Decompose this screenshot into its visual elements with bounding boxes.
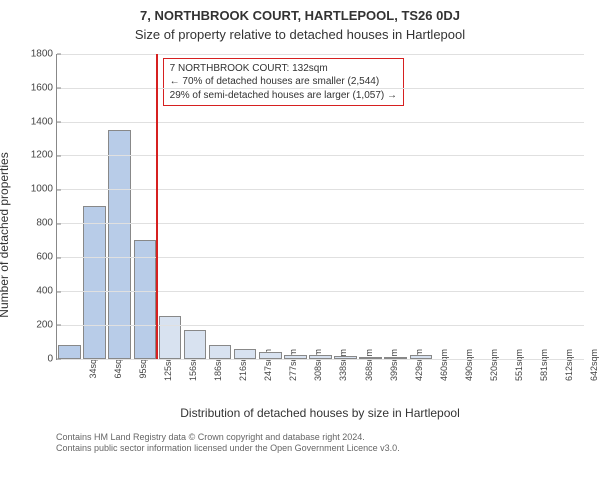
- annotation-box: 7 NORTHBROOK COURT: 132sqm ← 70% of deta…: [163, 58, 404, 107]
- credit-block: Contains HM Land Registry data © Crown c…: [10, 432, 590, 455]
- histogram-bar: [83, 206, 106, 359]
- grid-line: [57, 257, 584, 258]
- y-tick-label: 600: [36, 252, 57, 263]
- grid-line: [57, 155, 584, 156]
- y-tick-label: 1600: [31, 82, 57, 93]
- chart-area: Number of detached properties 34sqm64sqm…: [10, 50, 590, 420]
- bar-slot: 612sqm: [534, 54, 559, 359]
- bar-slot: 95sqm: [107, 54, 132, 359]
- y-tick-label: 0: [47, 353, 57, 364]
- y-tick-label: 1000: [31, 184, 57, 195]
- grid-line: [57, 291, 584, 292]
- credit-line1: Contains HM Land Registry data © Crown c…: [56, 432, 590, 444]
- page-title: 7, NORTHBROOK COURT, HARTLEPOOL, TS26 0D…: [10, 8, 590, 25]
- plot-region: 34sqm64sqm95sqm125sqm156sqm186sqm216sqm2…: [56, 54, 584, 360]
- bar-slot: 551sqm: [484, 54, 509, 359]
- credit-line2: Contains public sector information licen…: [56, 443, 590, 455]
- grid-line: [57, 223, 584, 224]
- y-tick-label: 400: [36, 286, 57, 297]
- bar-slot: 581sqm: [509, 54, 534, 359]
- bar-slot: 34sqm: [57, 54, 82, 359]
- x-axis-label: Distribution of detached houses by size …: [56, 406, 584, 420]
- y-tick-label: 1800: [31, 48, 57, 59]
- y-tick-label: 200: [36, 319, 57, 330]
- y-axis-label: Number of detached properties: [0, 152, 11, 317]
- grid-line: [57, 54, 584, 55]
- grid-line: [57, 88, 584, 89]
- annotation-line3: 29% of semi-detached houses are larger (…: [170, 89, 397, 103]
- grid-line: [57, 122, 584, 123]
- grid-line: [57, 359, 584, 360]
- bar-slot: 642sqm: [559, 54, 584, 359]
- bar-slot: 520sqm: [459, 54, 484, 359]
- chart-container: 7, NORTHBROOK COURT, HARTLEPOOL, TS26 0D…: [0, 0, 600, 500]
- marker-line: [156, 54, 158, 359]
- bar-slot: 125sqm: [132, 54, 157, 359]
- page-subtitle: Size of property relative to detached ho…: [10, 27, 590, 44]
- y-tick-label: 1200: [31, 150, 57, 161]
- y-tick-label: 800: [36, 218, 57, 229]
- bar-slot: 460sqm: [408, 54, 433, 359]
- annotation-line1: 7 NORTHBROOK COURT: 132sqm: [170, 62, 397, 76]
- bar-slot: 490sqm: [433, 54, 458, 359]
- x-tick-label: 642sqm: [571, 349, 599, 381]
- y-tick-label: 1400: [31, 116, 57, 127]
- grid-line: [57, 325, 584, 326]
- grid-line: [57, 189, 584, 190]
- bar-slot: 64sqm: [82, 54, 107, 359]
